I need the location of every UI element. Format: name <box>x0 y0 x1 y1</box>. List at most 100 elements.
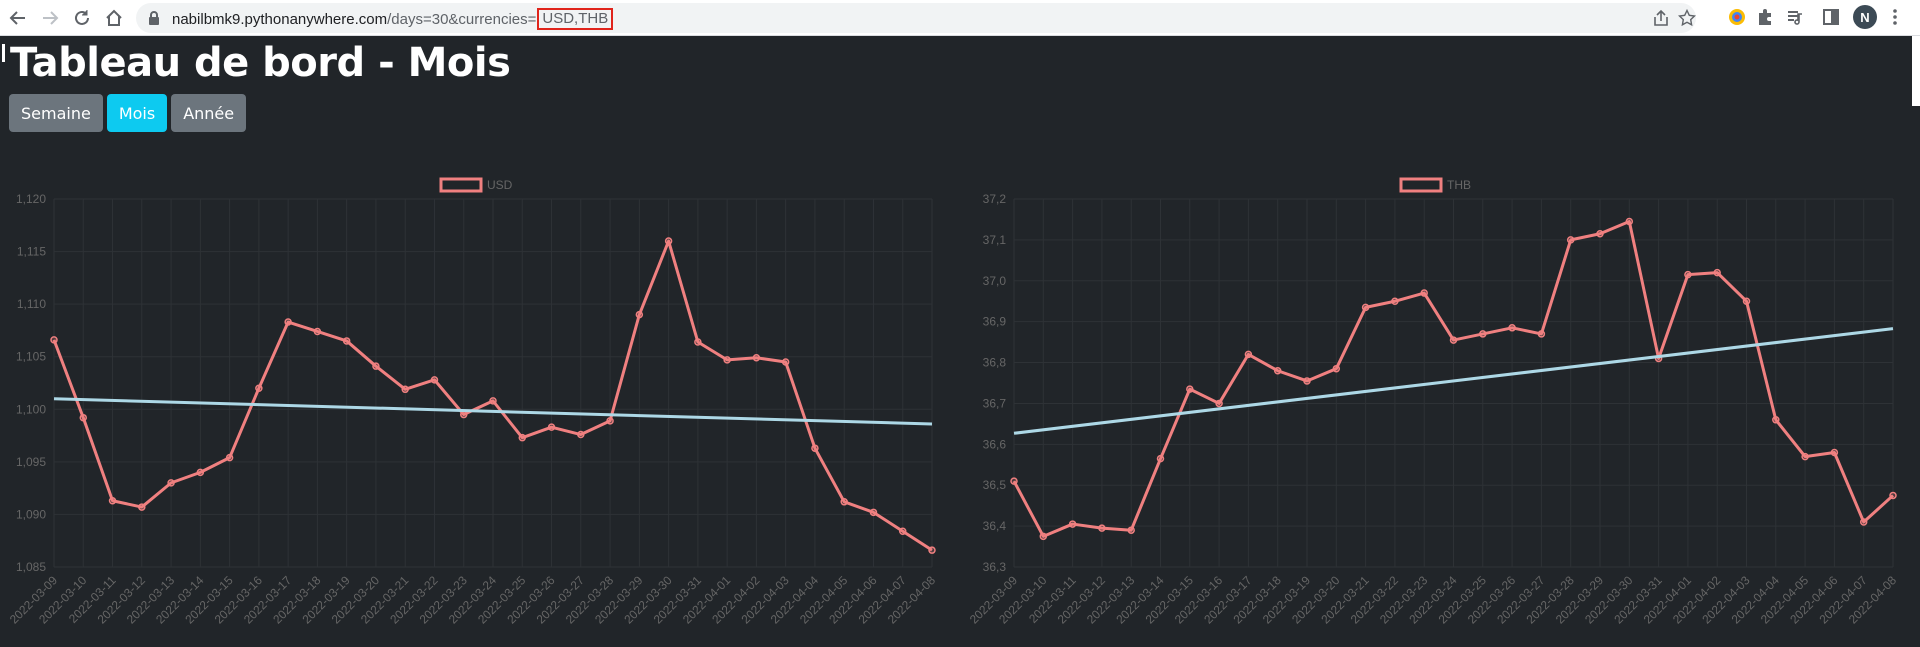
address-bar[interactable]: nabilbmk9.pythonanywhere.com/days=30&cur… <box>136 3 1697 33</box>
data-point <box>518 433 527 442</box>
data-point <box>664 237 673 245</box>
data-point <box>489 397 497 405</box>
share-icon[interactable] <box>1652 9 1670 32</box>
data-point <box>1479 330 1487 338</box>
y-tick-label: 1,085 <box>16 560 46 574</box>
legend-swatch <box>439 177 483 193</box>
usd-line-chart: 1,085 1,090 1,095 1,100 1,105 1,110 1,115 1,120… <box>7 177 938 627</box>
data-point <box>1391 297 1399 305</box>
data-point <box>167 479 175 487</box>
data-point <box>1508 324 1516 332</box>
data-point <box>1332 364 1341 373</box>
legend-swatch <box>1399 177 1443 193</box>
y-tick-label: 36,6 <box>983 437 1007 451</box>
thb-line-chart: 36,3 36,4 36,5 36,6 36,7 36,8 36,9 37,0 37,1 37,2… <box>967 177 1899 627</box>
bookmark-star-icon[interactable] <box>1677 8 1697 32</box>
data-point <box>225 453 234 462</box>
data-point <box>342 337 351 345</box>
url-path: /days=30&currencies= <box>387 11 537 28</box>
page-title: Tableau de bord - Mois <box>10 40 511 86</box>
data-point <box>401 385 409 394</box>
trend-line <box>1013 327 1894 435</box>
y-tick-label: 1,100 <box>16 402 46 416</box>
series-line <box>52 239 933 552</box>
forward-arrow-icon[interactable] <box>36 4 64 32</box>
data-point <box>1742 297 1751 305</box>
mois-button[interactable]: Mois <box>106 94 168 132</box>
data-point <box>1244 350 1253 359</box>
profile-avatar[interactable]: N <box>1853 5 1877 29</box>
data-point <box>1361 303 1370 312</box>
data-point <box>1068 520 1077 528</box>
data-point <box>1566 236 1575 244</box>
url-highlight: USD,THB <box>537 8 614 30</box>
data-point <box>1713 268 1721 277</box>
data-point <box>108 497 117 505</box>
data-point <box>196 468 205 477</box>
semaine-button[interactable]: Semaine <box>9 94 103 132</box>
data-point <box>635 310 644 319</box>
y-tick-label: 1,105 <box>16 350 46 364</box>
data-point <box>138 503 146 511</box>
y-tick-label: 37,2 <box>983 192 1007 206</box>
side-panel-icon[interactable] <box>1822 8 1840 31</box>
legend-label: USD <box>487 178 513 192</box>
y-tick-label: 1,120 <box>16 192 46 206</box>
data-point <box>50 336 58 344</box>
data-point <box>898 527 907 536</box>
y-tick-label: 1,090 <box>16 507 46 521</box>
url-text: nabilbmk9.pythonanywhere.com/days=30&cur… <box>172 8 614 31</box>
extension-colorful-icon[interactable] <box>1728 8 1746 31</box>
data-point <box>1039 532 1048 541</box>
y-tick-label: 36,3 <box>983 560 1007 574</box>
series-line <box>1012 219 1895 538</box>
data-point <box>1010 477 1018 485</box>
data-point <box>1273 366 1282 375</box>
data-point <box>1420 289 1428 297</box>
data-point <box>1127 526 1135 534</box>
data-point <box>1215 399 1223 408</box>
page-content: Tableau de bord - Mois Semaine Mois Anné… <box>0 36 1920 647</box>
data-point <box>1830 448 1839 457</box>
media-control-icon[interactable] <box>1786 8 1804 31</box>
y-tick-label: 36,8 <box>983 356 1007 370</box>
data-point <box>284 318 292 326</box>
data-point <box>313 327 322 336</box>
data-point <box>928 546 936 554</box>
data-point <box>1537 330 1546 338</box>
data-point <box>1772 416 1780 424</box>
legend-label: THB <box>1447 178 1471 192</box>
data-point <box>1186 385 1194 393</box>
data-point <box>1449 336 1458 344</box>
data-point <box>694 338 702 346</box>
data-point <box>459 410 468 419</box>
data-point <box>752 354 761 362</box>
data-point <box>606 417 614 425</box>
back-arrow-icon[interactable] <box>4 4 32 32</box>
browser-toolbar: nabilbmk9.pythonanywhere.com/days=30&cur… <box>0 0 1920 36</box>
data-point <box>1098 524 1106 532</box>
data-point <box>723 356 731 364</box>
annee-button[interactable]: Année <box>171 94 247 132</box>
trend-line <box>53 397 933 426</box>
data-point <box>1859 518 1868 526</box>
data-point <box>1303 377 1311 385</box>
period-button-group: Semaine Mois Année <box>9 94 247 132</box>
text-cursor <box>2 44 5 62</box>
data-point <box>1596 230 1604 238</box>
y-tick-label: 1,095 <box>16 455 46 469</box>
y-tick-label: 36,5 <box>983 478 1007 492</box>
y-tick-label: 37,1 <box>983 233 1007 247</box>
more-menu-icon[interactable] <box>1886 8 1904 31</box>
data-point <box>79 413 88 422</box>
data-point <box>1156 454 1165 463</box>
scrollbar-strip <box>1912 36 1920 106</box>
y-tick-label: 36,7 <box>983 396 1007 410</box>
data-point <box>372 362 380 370</box>
home-icon[interactable] <box>100 4 128 32</box>
data-point <box>255 384 263 393</box>
puzzle-extensions-icon[interactable] <box>1756 8 1774 31</box>
reload-icon[interactable] <box>68 4 96 32</box>
data-point <box>1889 491 1897 500</box>
url-host: nabilbmk9.pythonanywhere.com <box>172 11 388 28</box>
